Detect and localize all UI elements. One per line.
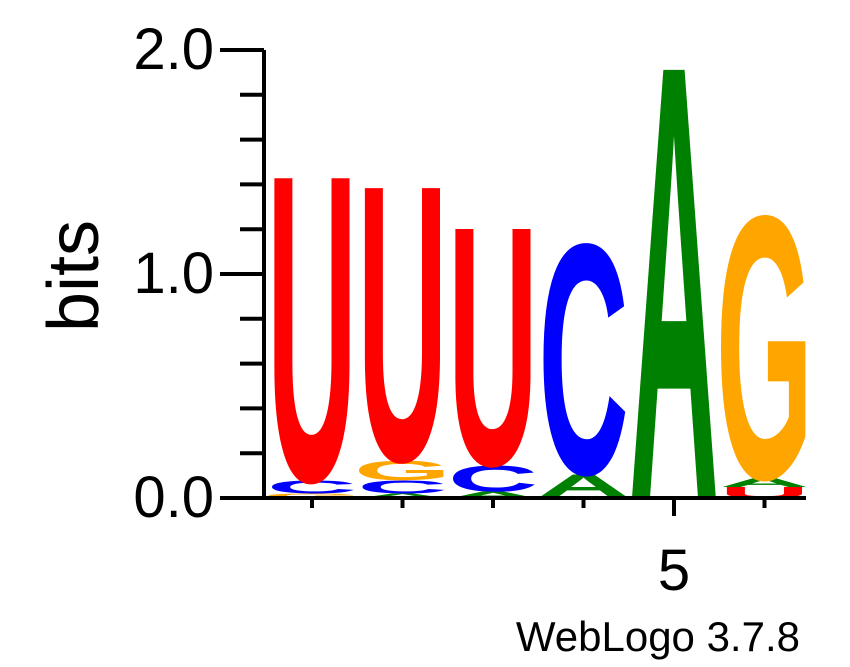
logo-letter-a: A [357,492,447,499]
logo-letter-c: C [448,457,538,499]
letter-stacks: GCUACGUACUUACAUAG [263,0,813,631]
logo-letter-c: C [357,477,447,498]
logo-letter-u: U [267,84,357,574]
y-tick-label: 1.0 [133,241,214,306]
y-axis-title: bits [34,220,114,332]
x-tick-label: 5 [658,538,690,603]
logo-letter-a: A [448,490,538,500]
axis-labels: 0.0 1.0 2.0 5 bits [34,17,690,603]
logo-letter-g: G [263,492,360,499]
axes [220,48,806,516]
y-tick-label: 2.0 [133,17,214,82]
logo-letter-a: A [629,0,719,631]
logo-letter-c: C [538,174,628,543]
credit-text: WebLogo 3.7.8 [516,613,800,660]
y-tick-label: 0.0 [133,465,214,530]
logo-letter-c: C [267,477,357,498]
logo-letter-g: G [354,455,451,486]
logo-letter-a: A [719,476,809,490]
logo-letter-u: U [448,155,538,538]
logo-letter-g: G [716,138,813,558]
logo-letter-u: U [357,104,447,545]
